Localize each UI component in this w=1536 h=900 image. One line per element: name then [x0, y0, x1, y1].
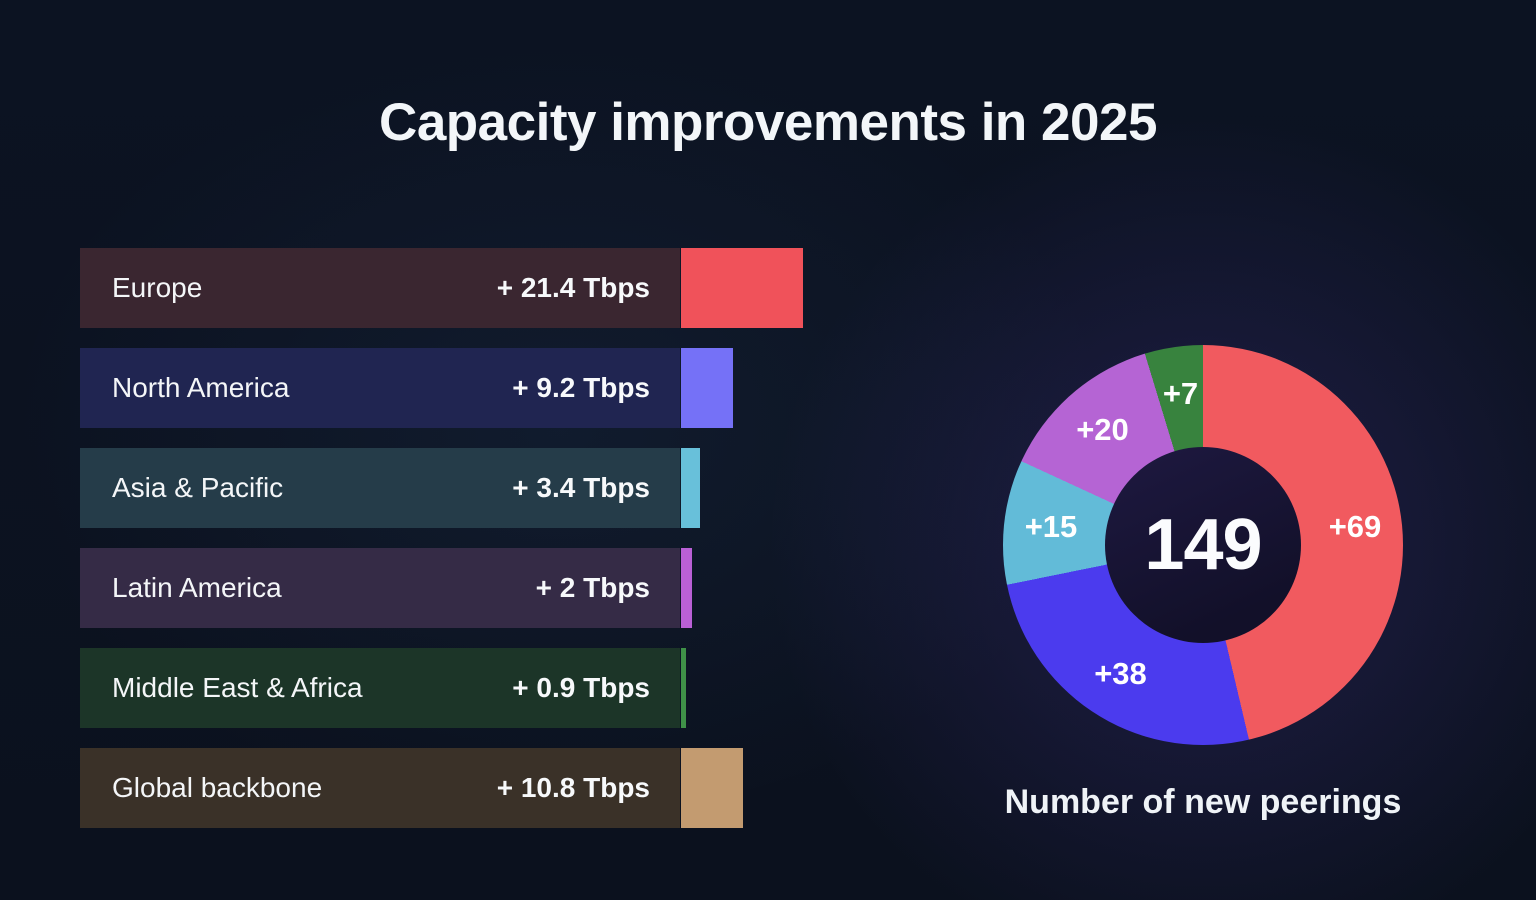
bar-row: North America + 9.2 Tbps [80, 348, 803, 428]
bar-category-label: Latin America [112, 572, 282, 603]
bar-category-label: Middle East & Africa [112, 672, 363, 703]
donut-segment-label: +15 [1024, 509, 1078, 545]
bar-value-segment [681, 548, 693, 628]
donut-segment-label: +69 [1328, 509, 1382, 545]
donut-center: 149 [1105, 447, 1301, 643]
bar-label-band: Global backbone + 10.8 Tbps [80, 748, 680, 828]
bar-value-label: + 9.2 Tbps [512, 372, 650, 403]
bar-label-band: North America + 9.2 Tbps [80, 348, 680, 428]
bar-row: Asia & Pacific + 3.4 Tbps [80, 448, 803, 528]
bar-value-segment [681, 248, 803, 328]
bar-value-label: + 3.4 Tbps [512, 472, 650, 503]
bar-category-label: Global backbone [112, 772, 323, 803]
donut-total: 149 [1144, 505, 1262, 585]
bar-label-band: Latin America + 2 Tbps [80, 548, 680, 628]
bar-value-label: + 0.9 Tbps [512, 672, 650, 703]
bar-value-segment [681, 748, 743, 828]
bar-category-label: Europe [112, 272, 203, 303]
bar-label-band: Asia & Pacific + 3.4 Tbps [80, 448, 680, 528]
bar-value-label: + 2 Tbps [535, 572, 650, 603]
donut-segment-label: +7 [1162, 375, 1199, 411]
bar-value-segment [681, 348, 734, 428]
bar-value-label: + 21.4 Tbps [496, 272, 650, 303]
bar-row: Global backbone + 10.8 Tbps [80, 748, 803, 828]
bar-category-label: North America [112, 372, 290, 403]
bar-category-label: Asia & Pacific [112, 472, 284, 503]
bar-row: Middle East & Africa + 0.9 Tbps [80, 648, 803, 728]
donut-segment-label: +20 [1076, 411, 1129, 447]
capacity-bar-chart: Europe + 21.4 Tbps North America + 9.2 Tbps… [80, 248, 803, 848]
bar-row: Europe + 21.4 Tbps [80, 248, 803, 328]
bar-row: Latin America + 2 Tbps [80, 548, 803, 628]
donut-segment-label: +38 [1094, 655, 1147, 691]
bar-label-band: Middle East & Africa + 0.9 Tbps [80, 648, 680, 728]
bar-value-label: + 10.8 Tbps [496, 772, 650, 803]
page-title: Capacity improvements in 2025 [379, 93, 1157, 152]
bar-value-segment [681, 648, 687, 728]
peerings-donut-chart: 149 +69 +38 +15 +20 +7 [1003, 345, 1403, 745]
bar-label-band: Europe + 21.4 Tbps [80, 248, 680, 328]
bar-value-segment [681, 448, 701, 528]
donut-caption: Number of new peerings [1004, 783, 1402, 821]
